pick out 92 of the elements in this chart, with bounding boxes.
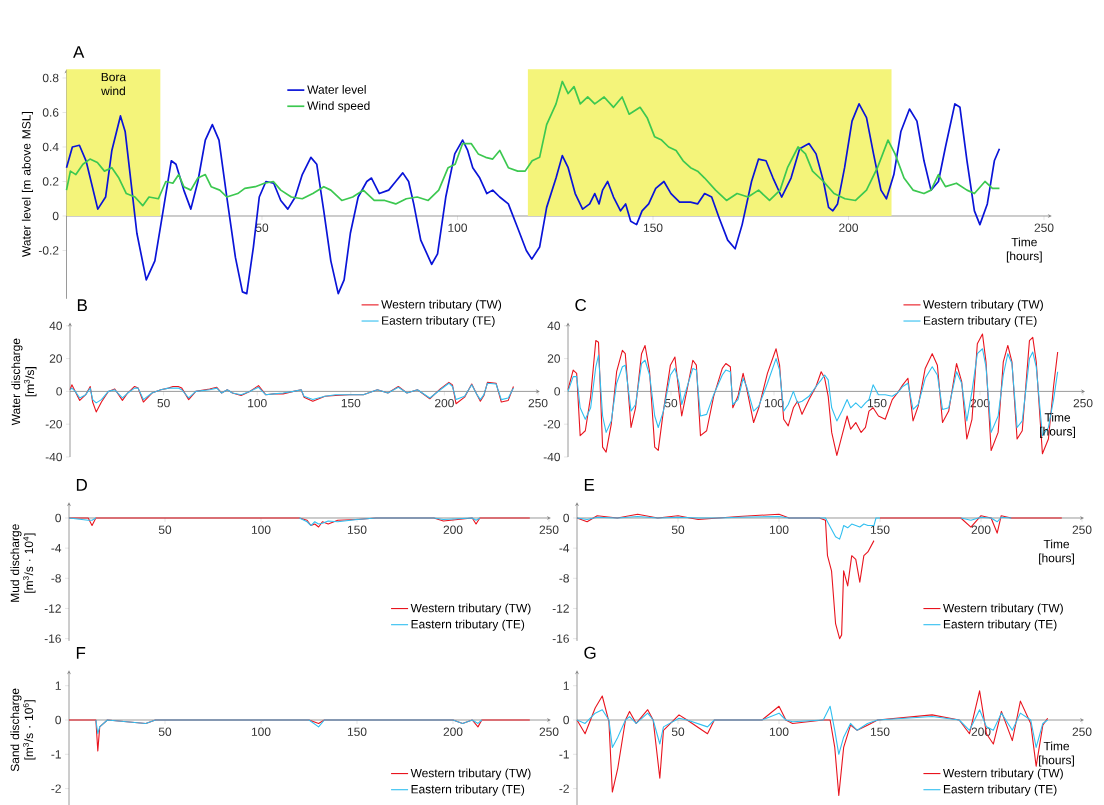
y-tick-label: 0 xyxy=(52,211,59,221)
x-tick-label: 50 xyxy=(671,727,685,736)
x-tick-label: 200 xyxy=(443,525,463,534)
chart-title: F xyxy=(76,647,86,659)
x-tick-label: 50 xyxy=(255,223,269,232)
x-axis-title: Time [hours] xyxy=(1006,237,1042,263)
x-tick-label: 100 xyxy=(769,727,789,736)
x-tick-label: 150 xyxy=(347,525,367,534)
legend-label: Western tributary (TW) xyxy=(410,603,531,615)
chart-title: B xyxy=(77,299,87,312)
legend-label: Eastern tributary (TE) xyxy=(382,315,495,328)
x-tick-label: 50 xyxy=(158,525,172,534)
y-tick-label: 20 xyxy=(547,354,561,363)
y-tick-label: -1 xyxy=(559,750,569,759)
x-tick-label: 150 xyxy=(870,525,890,534)
y-tick-label: 0.4 xyxy=(42,142,59,152)
y-tick-label: 40 xyxy=(547,321,561,331)
x-tick-label: 150 xyxy=(867,398,887,408)
legend-label: Western tributary (TW) xyxy=(943,768,1063,780)
x-tick-label: 200 xyxy=(971,525,991,534)
y-tick-label: -16 xyxy=(44,634,61,643)
x-tick-label: 250 xyxy=(1073,398,1093,408)
chart-title: G xyxy=(584,646,596,659)
x-tick-label: 250 xyxy=(1034,223,1054,232)
x-tick-label: 150 xyxy=(643,223,663,232)
y-tick-label: 0.8 xyxy=(42,73,59,83)
y-tick-label: -8 xyxy=(51,574,61,583)
y-tick-label: -16 xyxy=(552,634,569,643)
legend-label: Eastern tributary (TE) xyxy=(411,784,525,796)
chart-title: C xyxy=(575,299,587,312)
y-tick-label: -1 xyxy=(51,750,61,759)
y-tick-label: -0.2 xyxy=(38,246,59,255)
legend-label: Western tributary (TW) xyxy=(923,299,1043,311)
y-tick-label: -2 xyxy=(51,784,61,793)
band-label: Bora wind xyxy=(101,72,127,96)
x-tick-label: 150 xyxy=(870,727,890,736)
x-axis-title: Time [hours] xyxy=(1039,539,1074,565)
chart-title: D xyxy=(76,479,87,491)
y-tick-label: 0.2 xyxy=(42,177,59,186)
chart-title: A xyxy=(73,46,85,58)
y-tick-label: -2 xyxy=(559,784,569,793)
x-tick-label: 250 xyxy=(1072,727,1092,736)
y-tick-label: -20 xyxy=(45,419,63,429)
x-axis-title: Time [hours] xyxy=(1039,741,1074,767)
y-tick-label: -4 xyxy=(51,544,62,553)
x-tick-label: 200 xyxy=(839,223,859,232)
x-tick-label: 50 xyxy=(664,398,678,408)
y-tick-label: 0 xyxy=(55,513,62,523)
y-tick-label: -40 xyxy=(45,452,63,462)
y-tick-label: 1 xyxy=(55,681,61,690)
y-tick-label: -4 xyxy=(559,544,570,553)
y-tick-label: 0 xyxy=(563,513,570,523)
y-tick-label: -40 xyxy=(543,452,561,462)
y-tick-label: 20 xyxy=(49,354,63,363)
y-tick-label: 0 xyxy=(563,715,570,725)
y-axis-title: Water level [m above MSL] xyxy=(21,112,33,257)
legend-label: Wind speed xyxy=(307,101,370,113)
x-tick-label: 50 xyxy=(671,525,685,534)
x-tick-label: 100 xyxy=(251,727,271,736)
x-tick-label: 50 xyxy=(158,727,172,736)
x-tick-label: 150 xyxy=(341,398,361,408)
y-tick-label: -12 xyxy=(44,604,61,613)
chart-title: E xyxy=(584,479,595,491)
y-tick-label: 0 xyxy=(55,715,62,725)
legend-label: Western tributary (TW) xyxy=(381,299,502,311)
legend-label: Water level xyxy=(307,85,366,94)
x-tick-label: 250 xyxy=(1072,525,1092,534)
x-tick-label: 100 xyxy=(448,223,468,232)
x-tick-label: 250 xyxy=(539,525,559,534)
x-tick-label: 150 xyxy=(347,727,367,736)
legend-label: Western tributary (TW) xyxy=(943,603,1063,615)
x-tick-label: 200 xyxy=(443,727,463,736)
y-tick-label: 1 xyxy=(563,681,569,690)
x-tick-label: 250 xyxy=(539,727,559,736)
y-tick-label: -12 xyxy=(552,604,569,613)
legend-label: Eastern tributary (TE) xyxy=(943,784,1057,796)
x-tick-label: 250 xyxy=(528,398,548,408)
x-tick-label: 100 xyxy=(248,398,267,408)
y-tick-label: -8 xyxy=(559,574,569,583)
y-tick-label: 0 xyxy=(554,387,561,396)
y-tick-label: -20 xyxy=(543,419,561,429)
x-tick-label: 200 xyxy=(435,398,454,408)
x-tick-label: 100 xyxy=(251,525,271,534)
y-tick-label: 0 xyxy=(56,387,63,396)
legend-label: Eastern tributary (TE) xyxy=(411,619,525,631)
y-tick-label: 40 xyxy=(49,321,63,331)
y-tick-label: 0.6 xyxy=(42,108,59,117)
legend-label: Eastern tributary (TE) xyxy=(943,619,1057,631)
x-tick-label: 50 xyxy=(157,398,170,408)
legend-label: Western tributary (TW) xyxy=(410,768,531,780)
x-tick-label: 100 xyxy=(769,525,789,534)
legend-label: Eastern tributary (TE) xyxy=(924,315,1037,328)
